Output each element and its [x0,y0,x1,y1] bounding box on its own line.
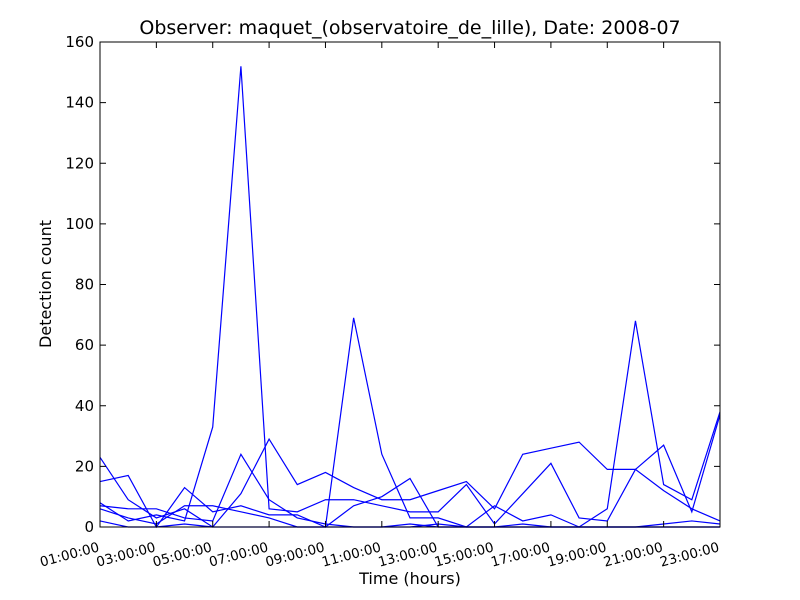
series-line-4 [99,66,721,525]
y-tick-label-140: 140 [65,94,94,112]
x-tick-label-01-00-00: 01:00:00 [38,539,101,570]
x-tick-label-11-00-00: 11:00:00 [320,539,383,570]
x-tick-label-05-00-00: 05:00:00 [151,539,214,570]
series-line-3 [99,452,721,528]
y-tick-label-40: 40 [75,397,94,415]
x-tick-label-15-00-00: 15:00:00 [433,539,496,570]
y-tick-label-160: 160 [65,33,94,51]
x-tick-label-07-00-00: 07:00:00 [207,539,270,570]
plot-frame [99,41,721,528]
series-line-1 [99,414,721,528]
ticks-layer: 0 20 40 60 80 100 120 140 160 01:00:0003:00:0005:… [38,33,721,571]
chart-title: Observer: maquet_(observatoire_de_lille)… [139,17,680,39]
x-tick-label-09-00-00: 09:00:00 [264,539,327,570]
y-tick-label-120: 120 [65,154,94,172]
y-tick-label-60: 60 [75,336,94,354]
x-tick-label-03-00-00: 03:00:00 [95,539,158,570]
y-tick-label-20: 20 [75,457,94,475]
y-tick-label-100: 100 [65,215,94,233]
x-tick-label-23-00-00: 23:00:00 [658,539,721,570]
y-tick-label-0: 0 [84,518,94,536]
x-tick-label-21-00-00: 21:00:00 [602,539,665,570]
y-axis-label: Detection count [36,220,55,348]
x-tick-label-19-00-00: 19:00:00 [546,539,609,570]
x-axis-label: Time (hours) [358,569,461,588]
x-tick-label-17-00-00: 17:00:00 [489,539,552,570]
x-tick-label-13-00-00: 13:00:00 [377,539,440,570]
series-layer [99,66,721,529]
y-tick-label-80: 80 [75,276,94,294]
series-line-2 [99,317,721,529]
